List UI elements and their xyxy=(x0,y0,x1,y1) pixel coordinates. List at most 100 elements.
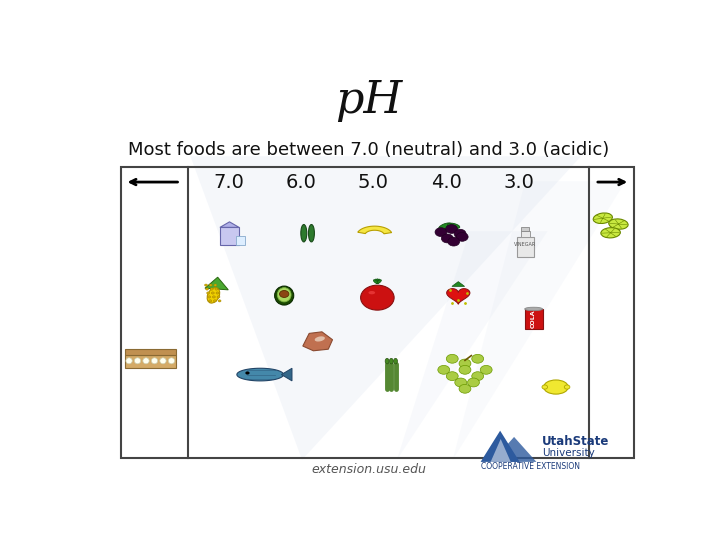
Ellipse shape xyxy=(135,358,140,364)
Ellipse shape xyxy=(375,279,378,284)
Circle shape xyxy=(472,354,484,363)
Text: 6.0: 6.0 xyxy=(286,173,316,192)
Ellipse shape xyxy=(277,288,291,302)
Bar xyxy=(236,236,246,245)
Bar xyxy=(521,227,529,231)
Circle shape xyxy=(214,284,217,286)
Ellipse shape xyxy=(274,286,294,305)
Polygon shape xyxy=(397,231,547,460)
Ellipse shape xyxy=(564,385,570,389)
Ellipse shape xyxy=(308,225,315,242)
Polygon shape xyxy=(453,181,626,460)
Circle shape xyxy=(207,296,211,298)
Circle shape xyxy=(216,292,219,294)
Text: 7.0: 7.0 xyxy=(213,173,244,192)
Polygon shape xyxy=(358,226,392,234)
Circle shape xyxy=(435,228,447,237)
Circle shape xyxy=(213,300,217,302)
Text: 5.0: 5.0 xyxy=(358,173,389,192)
Circle shape xyxy=(454,230,466,238)
Ellipse shape xyxy=(207,288,220,303)
Circle shape xyxy=(207,292,210,294)
Ellipse shape xyxy=(544,380,568,394)
Ellipse shape xyxy=(301,225,307,242)
Polygon shape xyxy=(492,437,536,462)
Ellipse shape xyxy=(376,279,379,284)
Circle shape xyxy=(210,284,212,286)
Circle shape xyxy=(448,237,459,246)
Polygon shape xyxy=(490,439,510,462)
Ellipse shape xyxy=(593,213,613,224)
Circle shape xyxy=(211,292,215,294)
Text: 3.0: 3.0 xyxy=(503,173,534,192)
Ellipse shape xyxy=(315,336,325,341)
Ellipse shape xyxy=(126,358,132,364)
Circle shape xyxy=(217,296,220,298)
Ellipse shape xyxy=(385,359,389,364)
Bar xyxy=(121,167,634,458)
Ellipse shape xyxy=(143,358,149,364)
Text: VINEGAR: VINEGAR xyxy=(514,242,536,247)
Circle shape xyxy=(459,366,471,374)
Circle shape xyxy=(215,288,218,290)
Polygon shape xyxy=(446,288,470,305)
Bar xyxy=(525,309,542,329)
Circle shape xyxy=(441,234,454,243)
Circle shape xyxy=(446,372,458,381)
Text: UtahState: UtahState xyxy=(542,435,609,448)
Text: University: University xyxy=(542,448,595,458)
Text: extension.usu.edu: extension.usu.edu xyxy=(312,463,426,476)
Circle shape xyxy=(438,366,450,374)
Text: COLA: COLA xyxy=(531,309,536,328)
Ellipse shape xyxy=(160,358,166,364)
Polygon shape xyxy=(282,368,292,381)
Text: Most foods are between 7.0 (neutral) and 3.0 (acidic): Most foods are between 7.0 (neutral) and… xyxy=(128,141,610,159)
Text: 4.0: 4.0 xyxy=(431,173,462,192)
Text: pH: pH xyxy=(336,78,402,122)
Bar xyxy=(517,238,534,258)
Ellipse shape xyxy=(394,359,397,364)
Polygon shape xyxy=(190,156,581,460)
Ellipse shape xyxy=(601,228,621,238)
Circle shape xyxy=(467,378,480,387)
Bar xyxy=(220,227,239,245)
Circle shape xyxy=(218,300,221,302)
Polygon shape xyxy=(237,368,284,381)
Circle shape xyxy=(459,384,471,393)
Ellipse shape xyxy=(374,280,378,284)
Circle shape xyxy=(446,354,458,363)
Bar xyxy=(125,355,176,368)
Circle shape xyxy=(459,359,471,368)
Circle shape xyxy=(472,372,484,381)
Circle shape xyxy=(204,284,207,286)
Circle shape xyxy=(446,225,457,233)
Circle shape xyxy=(212,296,215,298)
Circle shape xyxy=(455,378,467,387)
Polygon shape xyxy=(303,332,333,351)
Bar xyxy=(125,349,176,355)
Ellipse shape xyxy=(448,223,460,228)
Ellipse shape xyxy=(168,358,175,364)
Text: COOPERATIVE EXTENSION: COOPERATIVE EXTENSION xyxy=(481,462,580,471)
Circle shape xyxy=(246,372,250,375)
Circle shape xyxy=(480,366,492,374)
Polygon shape xyxy=(452,282,464,286)
Ellipse shape xyxy=(151,358,158,364)
Ellipse shape xyxy=(390,359,393,364)
Ellipse shape xyxy=(525,307,542,310)
Circle shape xyxy=(209,300,212,302)
Ellipse shape xyxy=(542,385,547,389)
Circle shape xyxy=(210,288,213,290)
Polygon shape xyxy=(220,222,239,227)
Ellipse shape xyxy=(377,279,380,284)
Ellipse shape xyxy=(369,291,375,294)
Circle shape xyxy=(456,232,468,241)
Circle shape xyxy=(206,288,209,290)
Circle shape xyxy=(279,291,289,298)
Polygon shape xyxy=(481,431,520,462)
Bar xyxy=(521,231,530,238)
Ellipse shape xyxy=(608,219,628,229)
Ellipse shape xyxy=(377,280,382,284)
Polygon shape xyxy=(205,277,228,290)
Circle shape xyxy=(361,285,394,310)
